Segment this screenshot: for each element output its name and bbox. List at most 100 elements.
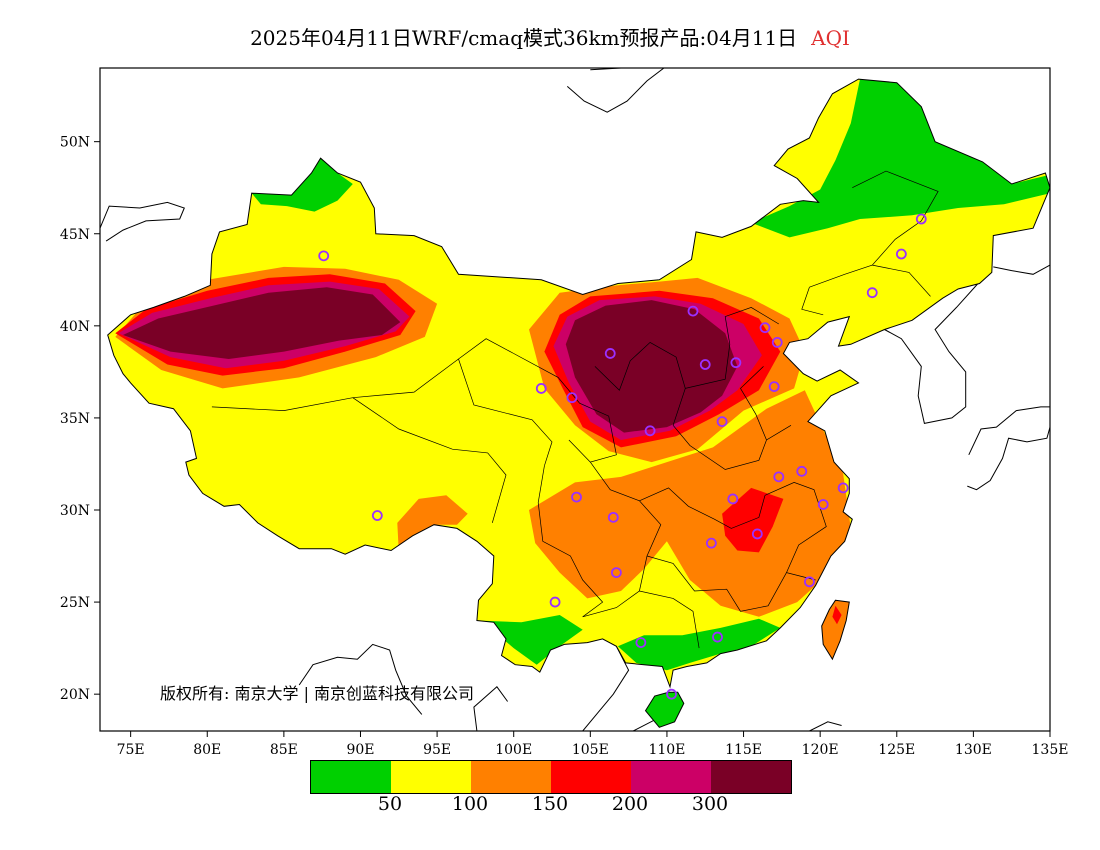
province-line-7 — [740, 366, 767, 441]
station-marker-4 — [604, 348, 616, 359]
station-marker-23 — [666, 688, 677, 700]
station-marker-2 — [535, 383, 547, 394]
station-marker-18 — [751, 528, 763, 540]
province-line-9 — [537, 465, 604, 618]
station-markers — [318, 213, 927, 700]
station-marker-16 — [817, 499, 829, 510]
province-line-12 — [764, 482, 827, 581]
province-line-8 — [590, 461, 662, 592]
legend-label-50: 50 — [377, 793, 403, 815]
lon-tick-label: 110E — [648, 742, 685, 758]
coastline-9 — [298, 643, 423, 715]
legend-swatch-purple — [631, 761, 711, 793]
station-marker-1 — [371, 510, 383, 521]
station-marker-5 — [644, 425, 656, 437]
map-frame — [99, 67, 1051, 732]
aqi-maroon-tarim — [123, 287, 401, 359]
lon-tick-label: 130E — [955, 742, 992, 758]
lat-tick-label: 20N — [60, 687, 90, 703]
station-marker-30 — [915, 213, 927, 225]
lat-tick-label: 40N — [60, 319, 90, 335]
station-marker-19 — [705, 537, 717, 549]
station-marker-26 — [571, 491, 582, 503]
lon-tick-label: 105E — [572, 742, 609, 758]
station-marker-28 — [866, 287, 878, 299]
map-title: 2025年04月11日WRF/cmaq模式36km预报产品:04月11日 AQI — [0, 22, 1100, 51]
legend-swatch-orange — [471, 761, 551, 793]
province-line-16 — [872, 264, 931, 297]
lat-tick-label: 25N — [60, 595, 90, 611]
aqi-green-guangdong — [617, 618, 781, 671]
taiwan-island — [821, 599, 850, 661]
china-outline — [107, 78, 1050, 689]
legend-swatch-red — [551, 761, 631, 793]
station-marker-7 — [699, 359, 711, 370]
lon-tick-label: 125E — [878, 742, 915, 758]
legend-label-200: 200 — [611, 793, 649, 815]
aqi-orange-south — [529, 390, 851, 617]
lon-tick-label: 95E — [423, 742, 451, 758]
station-marker-27 — [607, 511, 619, 523]
lat-tick-label: 30N — [60, 503, 90, 519]
legend-swatch-green — [311, 761, 391, 793]
lat-axis: 20N 25N 30N 35N 40N 45N 50N — [60, 135, 100, 703]
legend-swatch-maroon — [711, 761, 791, 793]
province-line-5 — [672, 424, 792, 470]
lon-tick-label: 90E — [346, 742, 374, 758]
copyright-text: 版权所有: 南京大学 | 南京创蓝科技有限公司 — [160, 684, 475, 703]
taiwan-red-patch — [832, 605, 842, 625]
coastline-8 — [809, 721, 842, 731]
coastline-2 — [838, 283, 979, 424]
province-line-14 — [809, 170, 939, 288]
lon-tick-label: 120E — [802, 742, 839, 758]
station-marker-0 — [318, 250, 330, 262]
station-marker-6 — [687, 305, 699, 317]
province-line-11 — [646, 555, 787, 612]
hainan-shape — [644, 691, 685, 728]
aqi-green-xinjiang-north — [251, 158, 353, 212]
station-marker-15 — [837, 482, 849, 494]
legend-swatch-yellow — [391, 761, 471, 793]
lon-tick-label: 75E — [117, 742, 145, 758]
province-line-2 — [458, 358, 553, 466]
lon-tick-label: 100E — [495, 742, 532, 758]
station-marker-12 — [716, 416, 728, 428]
coastline-3 — [993, 264, 1050, 275]
aqi-green-northeast — [751, 79, 1050, 238]
province-line-6 — [685, 307, 779, 389]
station-marker-17 — [727, 493, 739, 505]
lat-tick-label: 50N — [60, 135, 90, 151]
province-line-0 — [211, 338, 514, 411]
station-marker-20 — [804, 576, 815, 588]
title-text: 2025年04月11日WRF/cmaq模式36km预报产品:04月11日 — [250, 26, 798, 50]
station-marker-24 — [549, 596, 561, 608]
station-marker-25 — [610, 567, 622, 579]
station-marker-14 — [796, 465, 808, 477]
coastline-5 — [967, 426, 1050, 491]
station-marker-8 — [730, 357, 742, 369]
province-line-15 — [801, 287, 824, 316]
lon-axis: 75E 80E 85E 90E 95E 100E 105E 110E 115E 120E 125E 1… — [117, 731, 1069, 758]
lon-tick-label: 80E — [193, 742, 221, 758]
coastline-6 — [582, 646, 630, 731]
coastline-4 — [968, 406, 1050, 456]
province-boundaries — [211, 170, 939, 649]
coastline-10 — [473, 686, 509, 731]
aqi-maroon-north — [565, 300, 738, 433]
station-marker-10 — [771, 337, 783, 348]
station-marker-22 — [635, 637, 647, 648]
legend-labels: 50 100 150 200 300 — [310, 793, 790, 819]
hainan-island — [644, 691, 685, 728]
station-marker-3 — [566, 392, 578, 404]
lat-tick-label: 35N — [60, 411, 90, 427]
province-line-10 — [639, 487, 766, 529]
coastline-1 — [566, 68, 665, 113]
legend-label-300: 300 — [691, 793, 729, 815]
legend-label-100: 100 — [451, 793, 489, 815]
lon-tick-label: 115E — [725, 742, 762, 758]
station-marker-29 — [895, 248, 907, 260]
lon-tick-label: 135E — [1032, 742, 1069, 758]
station-marker-21 — [712, 631, 723, 643]
variable-label: AQI — [811, 26, 850, 50]
station-marker-11 — [768, 381, 780, 393]
